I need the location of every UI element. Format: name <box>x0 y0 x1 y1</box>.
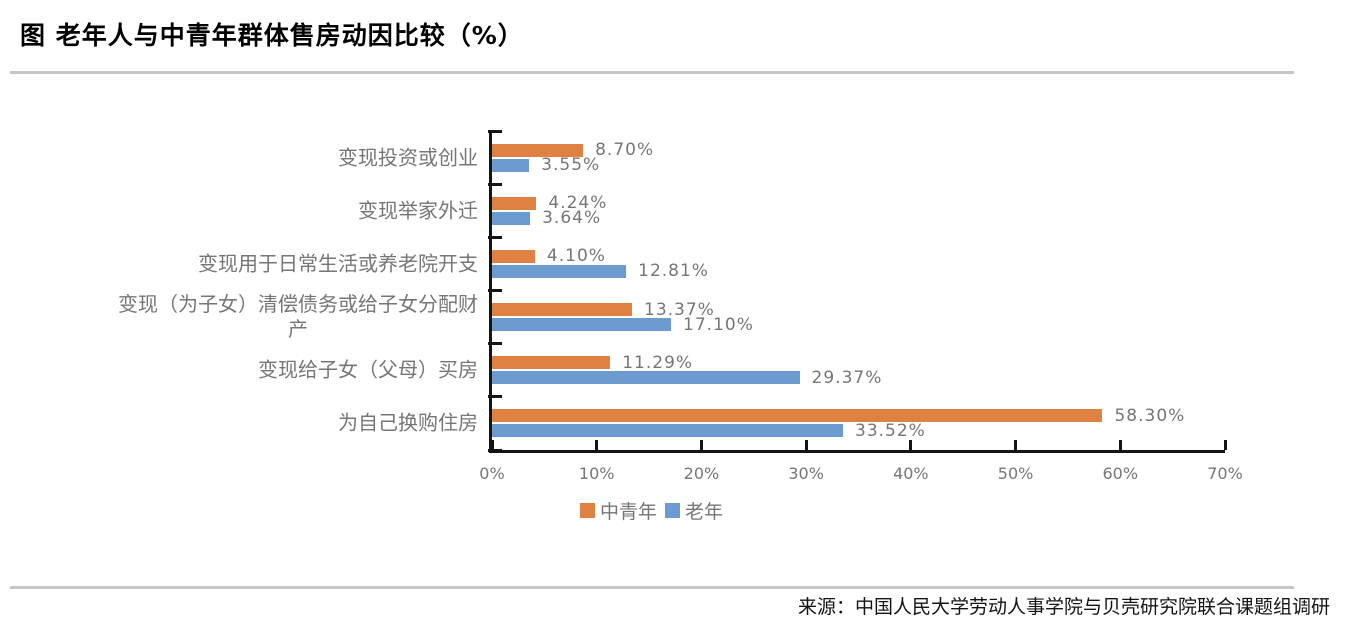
x-axis-tick-label: 10% <box>578 464 615 483</box>
x-axis-tick-label: 50% <box>997 464 1034 483</box>
x-axis-tick-label: 20% <box>683 464 720 483</box>
x-axis-tick-label: 60% <box>1102 464 1139 483</box>
category-label: 为自己换购住房 <box>338 410 478 435</box>
value-label: 12.81% <box>638 261 709 282</box>
y-axis-tick <box>488 448 502 452</box>
y-axis-tick <box>488 235 502 239</box>
y-axis-tick <box>488 395 502 399</box>
legend-swatch <box>580 503 595 518</box>
x-axis-tick <box>490 440 494 450</box>
x-axis-tick <box>1223 440 1227 450</box>
bar-series-0 <box>492 196 537 210</box>
bar-series-1 <box>492 318 672 332</box>
y-axis-tick <box>488 182 502 186</box>
bar-series-1 <box>492 211 531 225</box>
bar-series-0 <box>492 249 535 263</box>
legend-label: 老年 <box>685 501 724 523</box>
y-axis-tick <box>488 342 502 346</box>
category-label: 变现给子女（父母）买房 <box>258 357 478 382</box>
bar-series-0 <box>492 356 611 370</box>
bar-series-1 <box>492 424 843 438</box>
x-axis-tick <box>1118 440 1122 450</box>
y-axis-tick <box>488 289 502 292</box>
value-label: 8.70% <box>595 140 655 161</box>
bar-series-0 <box>492 409 1103 423</box>
bar-series-1 <box>492 158 530 172</box>
x-axis-tick <box>804 440 808 450</box>
value-label: 3.55% <box>541 155 601 176</box>
y-axis-line <box>489 131 492 453</box>
bar-series-0 <box>492 143 584 157</box>
x-axis-tick <box>595 440 599 450</box>
source-note: 来源：中国人民大学劳动人事学院与贝壳研究院联合课题组调研 <box>797 596 1330 618</box>
x-axis-tick-label: 70% <box>1207 464 1243 483</box>
title-divider <box>10 71 1294 74</box>
figure-title: 图 老年人与中青年群体售房动因比较（%） <box>20 21 524 50</box>
y-axis-tick <box>488 129 502 133</box>
value-label: 4.24% <box>548 193 608 214</box>
value-label: 3.64% <box>542 208 602 229</box>
category-label: 变现（为子女）清偿债务或给子女分配财 产 <box>118 292 478 342</box>
x-axis-tick <box>699 440 703 450</box>
x-axis-tick <box>1014 440 1018 450</box>
legend-swatch <box>665 503 681 518</box>
bar-series-0 <box>492 303 632 317</box>
value-label: 58.30% <box>1114 405 1186 426</box>
x-axis-tick <box>909 440 913 450</box>
value-label: 4.10% <box>546 246 606 267</box>
value-label: 17.10% <box>683 314 754 335</box>
x-axis-tick-label: 30% <box>788 464 824 483</box>
legend-label: 中青年 <box>600 501 658 523</box>
value-label: 29.37% <box>811 367 883 388</box>
legend-item: 中青年 <box>580 497 657 524</box>
category-label: 变现用于日常生活或养老院开支 <box>198 251 478 276</box>
x-axis-tick-label: 0% <box>479 464 505 483</box>
legend: 中青年 老年 <box>580 497 723 524</box>
bar-series-1 <box>492 371 800 385</box>
x-axis-line <box>489 450 1225 453</box>
plot-area: 0% 10% 20% 30% 40% 50% 60% 70% 8.70% 3.55% 4.24% 3.… <box>479 129 1243 483</box>
category-label: 变现投资或创业 <box>338 145 478 170</box>
category-axis: 变现投资或创业变现举家外迁变现用于日常生活或养老院开支变现（为子女）清偿债务或给… <box>0 131 484 450</box>
category-label: 变现举家外迁 <box>358 198 478 223</box>
bar-series-1 <box>492 264 627 278</box>
value-label: 11.29% <box>622 352 694 373</box>
value-label: 33.52% <box>855 420 926 441</box>
x-axis-tick-label: 40% <box>893 464 929 483</box>
legend-item: 老年 <box>665 497 723 524</box>
footer-divider <box>10 586 1294 589</box>
value-label: 13.37% <box>644 299 715 320</box>
